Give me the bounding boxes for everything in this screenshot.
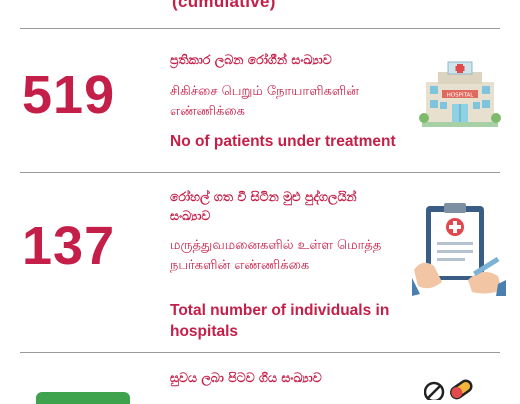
recovered-sinhala: සුවය ලබා පිටව ගිය සංඛ්‍යාව [170,370,322,385]
pills-icon [423,378,474,403]
patients-under-treatment-number: 519 [22,65,116,125]
divider-top [20,28,500,29]
patients-under-treatment-sinhala: ප්‍රතිකාර ලබන රෝගීන් සංඛ්‍යාව [170,52,332,67]
individuals-in-hospitals-tamil: மருத்துவமனைகளில் உள்ள மொத்த நபர்களின் எண… [170,238,382,273]
medical-report-icon [412,200,506,296]
patients-under-treatment-tamil: சிகிச்சை பெறும் நோயாளிகளின் எண்ணிக்கை [170,84,359,119]
recovered-number-partial [36,392,130,404]
individuals-in-hospitals-sinhala: රෝහල් ගත වී සිටින මුළු පුද්ගලයින් සංඛ්‍ය… [170,189,357,223]
divider-bottom [20,352,500,353]
divider-middle [20,172,500,173]
individuals-in-hospitals-english: Total number of individuals in hospitals [170,302,390,340]
svg-text:HOSPITAL: HOSPITAL [447,93,475,99]
cumulative-caption: (cumulative) [172,0,276,11]
hospital-icon: HOSPITAL [418,56,502,130]
patients-under-treatment-english: No of patients under treatment [170,133,396,150]
individuals-in-hospitals-number: 137 [22,216,116,276]
